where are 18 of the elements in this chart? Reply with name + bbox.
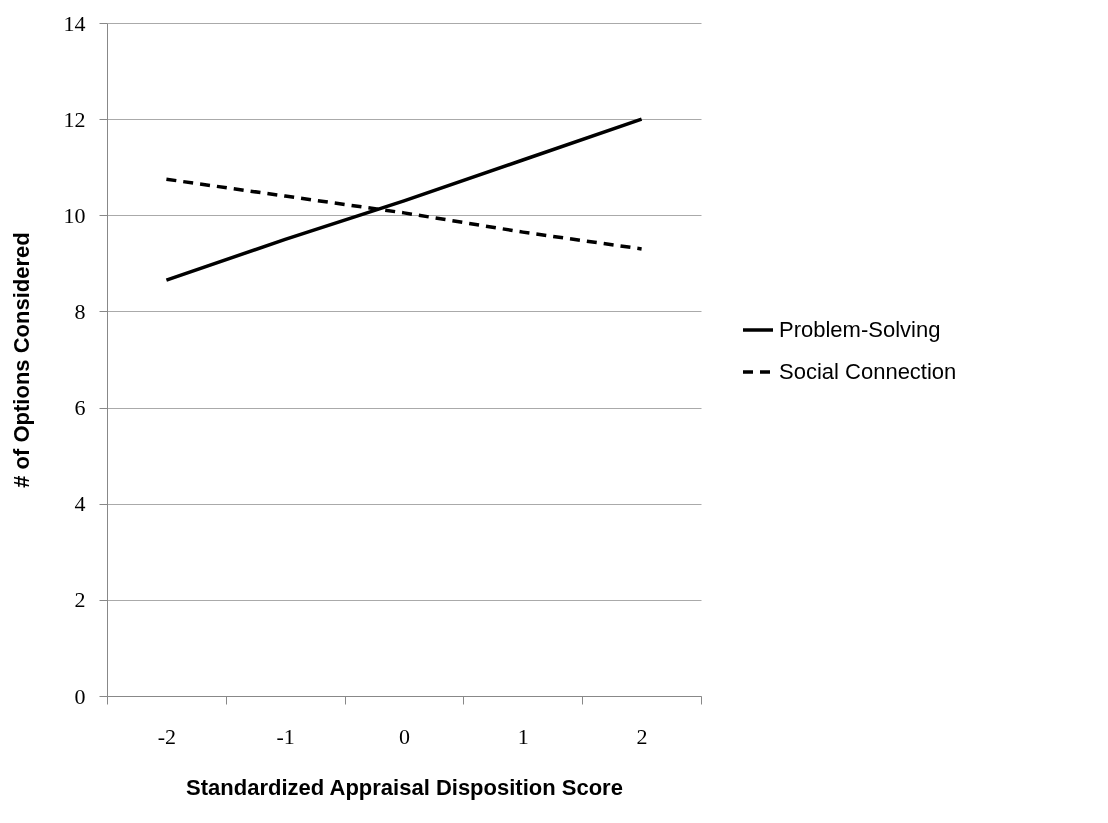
y-tick-label: 6: [74, 395, 86, 421]
legend-label: Problem-Solving: [779, 317, 941, 342]
y-tick-label: 14: [63, 10, 86, 36]
y-tick-label: 0: [74, 683, 86, 709]
x-tick-label: -2: [157, 723, 177, 749]
y-tick-label: 4: [74, 491, 86, 517]
x-tick-label: -1: [276, 723, 295, 749]
x-tick-label: 1: [517, 723, 529, 749]
x-tick-label: 2: [636, 723, 648, 749]
y-tick-label: 8: [74, 298, 86, 324]
x-axis-title: Standardized Appraisal Disposition Score: [186, 774, 623, 800]
legend-label: Social Connection: [779, 359, 957, 384]
y-axis-title: # of Options Considered: [8, 232, 34, 488]
y-tick-label: 10: [63, 202, 86, 228]
y-tick-label: 12: [63, 106, 86, 132]
line-series: [164, 117, 644, 282]
x-tick-label: 0: [399, 723, 410, 749]
y-tick-label: 2: [74, 587, 86, 613]
